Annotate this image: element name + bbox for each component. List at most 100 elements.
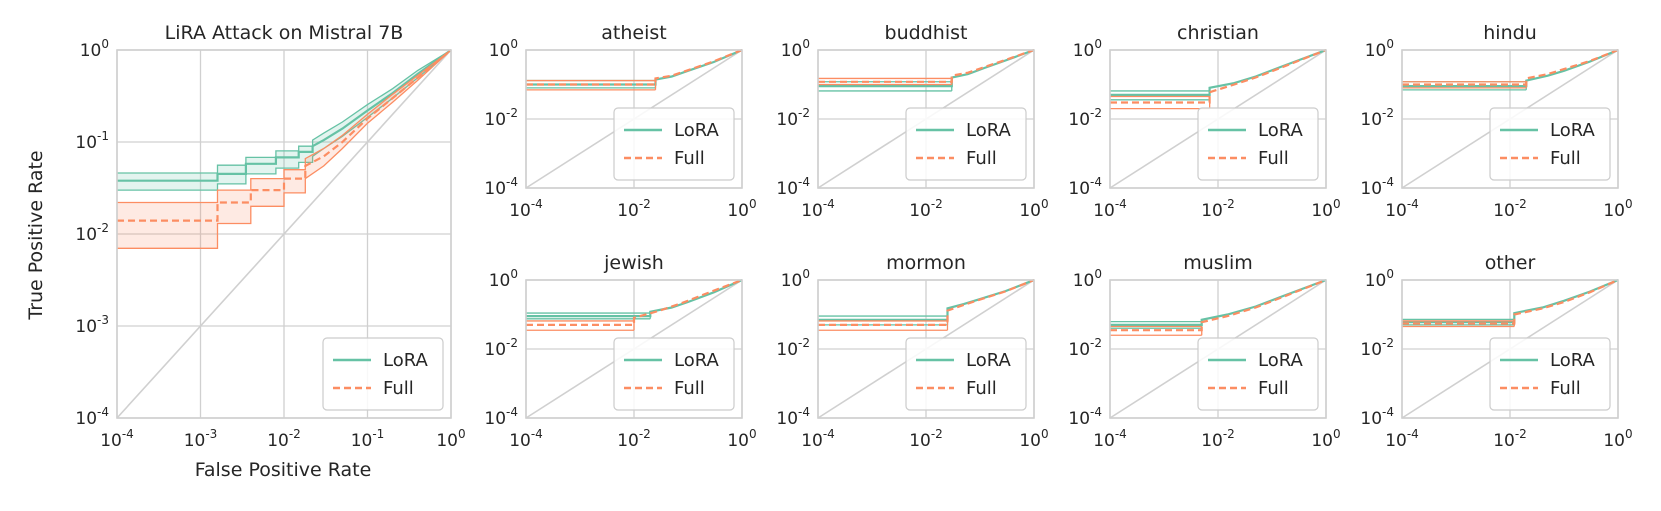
- plot-frame: [817, 49, 1035, 189]
- legend-box: [1489, 107, 1611, 181]
- legend-box: [613, 337, 735, 411]
- x-tick-label: 10-4: [1093, 197, 1127, 221]
- legend-box: [1197, 337, 1319, 411]
- panel-title-mormon: mormon: [886, 252, 966, 274]
- series-line-full: [117, 49, 452, 222]
- x-tick-label: 10-4: [509, 427, 543, 451]
- x-tick-label: 100: [1019, 197, 1048, 221]
- y-tick-label: 10-4: [1068, 405, 1102, 429]
- panel-jewish: jewish 10-4 10-2 100 10-4 10-2 100 LoRA Full: [484, 252, 756, 451]
- band-lower-full: [117, 49, 452, 249]
- series-line-full: [818, 48, 1035, 83]
- y-tick-label: 10-4: [484, 405, 518, 429]
- legend-label-lora: LoRA: [1550, 120, 1596, 141]
- series-line-full: [1110, 48, 1327, 104]
- y-tick-label: 100: [781, 37, 810, 61]
- x-tick-label: 100: [727, 197, 756, 221]
- legend: LoRA Full: [1489, 337, 1611, 411]
- legend-label-lora: LoRA: [966, 350, 1012, 371]
- legend: LoRA Full: [905, 107, 1027, 181]
- y-tick-label: 10-4: [75, 405, 109, 429]
- panel-other: other 10-4 10-2 100 10-4 10-2 100 LoRA Full: [1360, 252, 1632, 451]
- panel-title-jewish: jewish: [603, 252, 664, 274]
- y-tick-label: 10-4: [776, 175, 810, 199]
- y-tick-label: 100: [1365, 267, 1394, 291]
- x-tick-label: 10-2: [1493, 427, 1527, 451]
- panel-title-other: other: [1485, 252, 1536, 274]
- y-tick-label: 10-2: [1360, 106, 1394, 130]
- main-y-axis-label: True Positive Rate: [25, 150, 47, 320]
- plot-frame: [1109, 279, 1327, 419]
- panel-main: LiRA Attack on Mistral 7B 10-4 10-3 10-2 10-…: [75, 22, 465, 451]
- y-tick-label: 100: [1073, 37, 1102, 61]
- plot-frame: [1109, 49, 1327, 189]
- legend-label-full: Full: [1550, 148, 1581, 169]
- legend-label-lora: LoRA: [674, 350, 720, 371]
- panels: LiRA Attack on Mistral 7B 10-4 10-3 10-2 10-…: [75, 22, 1632, 451]
- legend-box: [905, 107, 1027, 181]
- x-tick-label: 10-4: [100, 427, 134, 451]
- y-tick-label: 10-2: [1068, 336, 1102, 360]
- y-tick-label: 100: [781, 267, 810, 291]
- main-x-axis-label: False Positive Rate: [195, 459, 372, 481]
- series-line-full: [818, 278, 1035, 326]
- y-tick-label: 10-4: [1068, 175, 1102, 199]
- x-tick-label: 10-2: [1201, 197, 1235, 221]
- legend-label-full: Full: [674, 378, 705, 399]
- y-tick-label: 100: [489, 267, 518, 291]
- series-line-lora: [818, 48, 1035, 88]
- panel-title-atheist: atheist: [601, 22, 666, 44]
- x-tick-label: 10-4: [1385, 197, 1419, 221]
- legend-box: [1197, 107, 1319, 181]
- y-tick-label: 10-2: [1068, 106, 1102, 130]
- x-tick-label: 10-2: [267, 427, 301, 451]
- y-tick-label: 10-2: [75, 221, 109, 245]
- legend-label-lora: LoRA: [1258, 120, 1304, 141]
- panel-mormon: mormon 10-4 10-2 100 10-4 10-2 100 LoRA Full: [776, 252, 1048, 451]
- x-tick-label: 10-4: [1093, 427, 1127, 451]
- legend: LoRA Full: [613, 107, 735, 181]
- series-line-lora: [1110, 48, 1327, 96]
- x-tick-label: 100: [1311, 197, 1340, 221]
- panel-title-buddhist: buddhist: [885, 22, 968, 44]
- y-tick-label: 10-4: [1360, 405, 1394, 429]
- legend-label-full: Full: [383, 378, 414, 399]
- legend-label-full: Full: [1258, 148, 1289, 169]
- legend: LoRA Full: [1197, 337, 1319, 411]
- diagonal-reference-line: [116, 49, 452, 419]
- x-tick-label: 10-2: [909, 197, 943, 221]
- legend: LoRA Full: [322, 337, 444, 411]
- y-tick-label: 10-2: [776, 336, 810, 360]
- band-full: [117, 50, 451, 249]
- x-tick-label: 10-4: [801, 197, 835, 221]
- plot-frame: [116, 49, 452, 419]
- panel-atheist: atheist 10-4 10-2 100 10-4 10-2 100 LoRA Full: [484, 22, 756, 221]
- series-line-full: [1110, 278, 1327, 332]
- plot-frame: [817, 279, 1035, 419]
- y-tick-label: 10-4: [776, 405, 810, 429]
- legend-label-full: Full: [966, 148, 997, 169]
- legend: LoRA Full: [613, 337, 735, 411]
- legend-label-lora: LoRA: [1258, 350, 1304, 371]
- x-tick-label: 10-2: [617, 197, 651, 221]
- plot-frame: [1401, 49, 1619, 189]
- panel-christian: christian 10-4 10-2 100 10-4 10-2 100 LoRA Full: [1068, 22, 1340, 221]
- band-upper-full: [117, 49, 452, 204]
- x-tick-label: 10-4: [801, 427, 835, 451]
- x-tick-label: 10-2: [1493, 197, 1527, 221]
- legend-box: [613, 107, 735, 181]
- y-tick-label: 10-2: [1360, 336, 1394, 360]
- y-tick-label: 10-2: [776, 106, 810, 130]
- y-tick-label: 10-4: [484, 175, 518, 199]
- legend-label-lora: LoRA: [674, 120, 720, 141]
- series-line-lora: [1110, 278, 1327, 326]
- y-tick-label: 100: [1073, 267, 1102, 291]
- y-tick-label: 100: [80, 37, 109, 61]
- legend-box: [1489, 337, 1611, 411]
- legend-box: [905, 337, 1027, 411]
- legend-label-lora: LoRA: [383, 350, 429, 371]
- legend-label-full: Full: [1550, 378, 1581, 399]
- x-tick-label: 100: [1019, 427, 1048, 451]
- x-tick-label: 10-4: [509, 197, 543, 221]
